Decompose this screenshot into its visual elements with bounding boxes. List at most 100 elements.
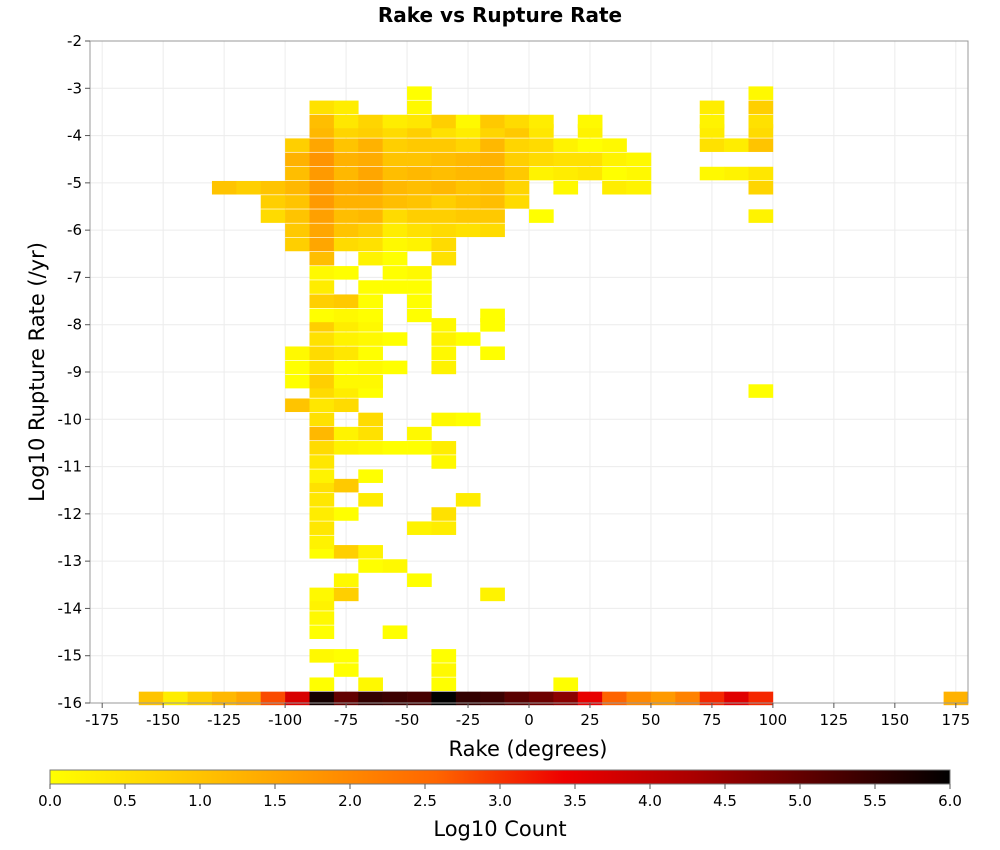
heatmap-cell: [309, 521, 335, 535]
heatmap-cell: [333, 649, 359, 663]
heatmap-cell: [455, 180, 481, 195]
heatmap-cell: [407, 521, 432, 535]
heatmap-cell: [431, 251, 457, 266]
x-tick-label: -100: [268, 711, 302, 729]
heatmap-cell: [358, 559, 383, 573]
heatmap-cell: [699, 100, 725, 115]
x-tick-label: 125: [820, 711, 849, 729]
heatmap-cell: [504, 114, 530, 129]
x-tick-label: -75: [334, 711, 359, 729]
heatmap-cell: [455, 332, 481, 346]
heatmap-cell: [285, 223, 310, 238]
heatmap-cell: [309, 374, 335, 389]
heatmap-cell: [382, 559, 408, 573]
heatmap-cell: [358, 251, 383, 266]
heatmap-cell: [333, 545, 359, 559]
heatmap-cell: [431, 663, 457, 677]
heatmap-cell: [480, 346, 505, 361]
heatmap-cell: [529, 138, 554, 152]
heatmap-cell: [309, 294, 335, 308]
heatmap-cell: [455, 166, 481, 181]
colorbar: [49, 769, 951, 785]
heatmap-cell: [309, 535, 335, 550]
heatmap-cell: [309, 180, 335, 195]
heatmap-cell: [480, 180, 505, 195]
heatmap-cell: [431, 114, 457, 129]
heatmap-cell: [602, 138, 627, 152]
heatmap-cell: [407, 86, 432, 100]
heatmap-cell: [553, 138, 579, 152]
heatmap-cell: [358, 412, 383, 427]
heatmap-cell: [480, 166, 505, 181]
y-axis-label: Log10 Rupture Rate (/yr): [25, 242, 49, 502]
heatmap-cell: [431, 441, 457, 455]
heatmap-cell: [407, 266, 432, 280]
y-tick-label: -5: [67, 174, 82, 192]
heatmap-cell: [577, 166, 603, 181]
heatmap-cell: [431, 412, 457, 427]
heatmap-cell: [358, 332, 383, 346]
heatmap-cell: [333, 166, 359, 181]
heatmap-cell: [748, 691, 774, 706]
heatmap-cell: [480, 587, 505, 602]
heatmap-cell: [626, 691, 652, 706]
heatmap-cell: [407, 152, 432, 167]
heatmap-cell: [407, 209, 432, 223]
heatmap-cell: [285, 195, 310, 209]
heatmap-cell: [724, 166, 749, 181]
heatmap-cell: [309, 625, 335, 639]
heatmap-cell: [480, 223, 505, 238]
colorbar-tick-label: 2.5: [413, 792, 437, 810]
y-tick-label: -8: [67, 316, 82, 334]
heatmap-cell: [309, 195, 335, 209]
heatmap-cell: [577, 114, 603, 129]
heatmap-cell: [748, 138, 774, 152]
heatmap-cell: [382, 625, 408, 639]
heatmap-cell: [626, 180, 652, 195]
heatmap-cell: [602, 691, 627, 706]
heatmap-cell: [285, 398, 310, 413]
heatmap-cell: [748, 384, 774, 398]
heatmap-cell: [309, 152, 335, 167]
x-tick-label: 75: [702, 711, 721, 729]
y-tick-label: -2: [67, 32, 82, 50]
y-tick-label: -10: [58, 410, 83, 428]
heatmap-cell: [407, 100, 432, 115]
heatmap-cell: [407, 195, 432, 209]
x-axis-ticks: -175 -150 -125 -100 -75 -50 -25 0 25 50 75 100 125 15…: [85, 703, 970, 729]
heatmap-cell: [431, 166, 457, 181]
heatmap-cell: [577, 691, 603, 706]
heatmap-cell: [748, 100, 774, 115]
y-tick-label: -6: [67, 221, 82, 239]
heatmap-cell: [285, 180, 310, 195]
heatmap-cell: [333, 426, 359, 441]
heatmap-cell: [285, 360, 310, 375]
heatmap-cell: [333, 209, 359, 223]
heatmap-cell: [504, 195, 530, 209]
heatmap-cell: [285, 237, 310, 252]
colorbar-tick-label: 0.5: [113, 792, 137, 810]
heatmap-cell: [358, 493, 383, 507]
heatmap-cell: [748, 86, 774, 100]
heatmap-cell: [602, 166, 627, 181]
x-axis-label: Rake (degrees): [449, 737, 608, 761]
y-tick-label: -4: [67, 127, 82, 145]
heatmap-cell: [504, 180, 530, 195]
heatmap-cell: [748, 166, 774, 181]
heatmap-cell: [504, 152, 530, 167]
heatmap-cell: [163, 691, 188, 706]
heatmap-cell: [529, 691, 554, 706]
heatmap-cell: [431, 677, 457, 692]
heatmap-cell: [285, 152, 310, 167]
heatmap-cell: [431, 507, 457, 521]
heatmap-cell: [602, 180, 627, 195]
heatmap-cell: [358, 545, 383, 559]
x-tick-label: -125: [207, 711, 241, 729]
heatmap-cell: [431, 195, 457, 209]
heatmap-cell: [480, 691, 505, 706]
colorbar-tick-label: 1.5: [263, 792, 287, 810]
heatmap-cell: [407, 223, 432, 238]
heatmap-cell: [309, 677, 335, 692]
heatmap-cell: [455, 209, 481, 223]
heatmap-cell: [455, 691, 481, 706]
